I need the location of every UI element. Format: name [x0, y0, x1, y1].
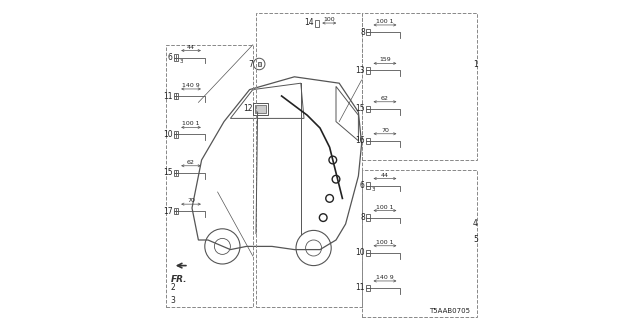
Text: 100 1: 100 1: [376, 240, 394, 245]
Bar: [174, 93, 178, 99]
Text: 4: 4: [473, 220, 477, 228]
Text: 15: 15: [355, 104, 365, 113]
Bar: [174, 54, 178, 61]
Text: 8: 8: [360, 28, 365, 36]
Text: 3: 3: [179, 59, 182, 64]
Text: 16: 16: [355, 136, 365, 145]
Text: 7: 7: [248, 60, 253, 68]
Bar: [315, 20, 319, 27]
Bar: [366, 106, 370, 112]
Text: 159: 159: [379, 57, 391, 62]
Text: 100 1: 100 1: [376, 19, 394, 24]
Text: 62: 62: [187, 160, 195, 165]
Text: 44: 44: [381, 172, 389, 178]
Text: 8: 8: [360, 213, 365, 222]
Bar: [366, 250, 370, 256]
Bar: [366, 138, 370, 144]
Bar: [174, 170, 178, 176]
Text: 1: 1: [473, 60, 477, 68]
Text: FR.: FR.: [171, 275, 188, 284]
Text: 100 1: 100 1: [376, 204, 394, 210]
Bar: [258, 62, 261, 66]
Bar: [366, 214, 370, 221]
Text: 140 9: 140 9: [182, 83, 200, 88]
Text: 10: 10: [355, 248, 365, 257]
Bar: [366, 285, 370, 291]
Text: 3: 3: [170, 296, 175, 305]
Text: 70: 70: [381, 128, 389, 133]
Text: 62: 62: [381, 96, 389, 101]
Text: 11: 11: [163, 92, 173, 100]
Text: 10: 10: [163, 130, 173, 139]
Text: 17: 17: [163, 207, 173, 216]
Text: 70: 70: [187, 198, 195, 203]
Bar: [366, 29, 370, 35]
Text: 14: 14: [304, 18, 314, 27]
Text: 13: 13: [355, 66, 365, 75]
Text: 5: 5: [473, 236, 477, 244]
Text: 3: 3: [371, 187, 374, 192]
Bar: [366, 182, 370, 189]
Text: 15: 15: [163, 168, 173, 177]
Bar: [255, 105, 266, 113]
Text: T5AAB0705: T5AAB0705: [429, 308, 470, 314]
Text: 11: 11: [355, 284, 365, 292]
Text: 100 1: 100 1: [182, 121, 200, 126]
Text: 6: 6: [168, 53, 173, 62]
Text: 100: 100: [323, 17, 335, 22]
Bar: [174, 131, 178, 138]
Text: 6: 6: [360, 181, 365, 190]
Bar: [174, 208, 178, 214]
Text: 140 9: 140 9: [376, 275, 394, 280]
Text: 44: 44: [187, 44, 195, 50]
Text: 2: 2: [170, 284, 175, 292]
Bar: [366, 67, 370, 74]
Text: 12: 12: [243, 104, 253, 113]
